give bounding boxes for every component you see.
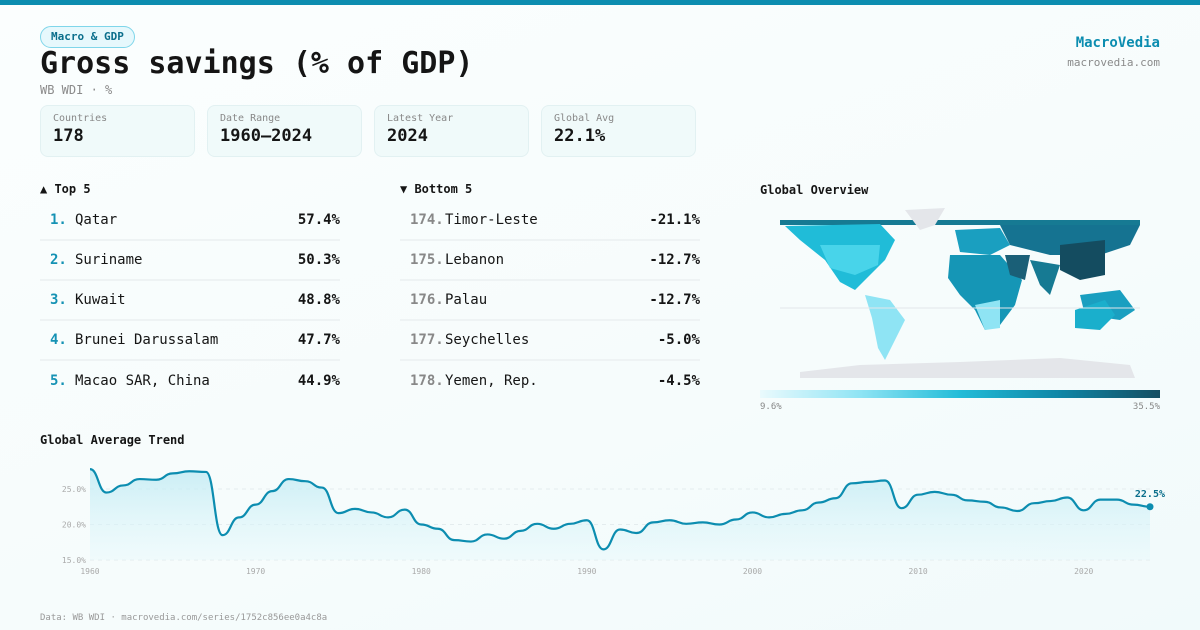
legend-max-label: 35.5%	[1132, 402, 1160, 412]
last-value-marker[interactable]	[1146, 503, 1154, 511]
y-tick-label: 15.0%	[62, 556, 86, 565]
trend-heading: Global Average Trend	[40, 433, 185, 447]
top-5-heading: ▲ Top 5	[40, 182, 91, 196]
country-name: Lebanon	[445, 252, 505, 268]
map-color-legend	[760, 390, 1160, 398]
stat-label: Global Avg	[554, 113, 615, 124]
country-value: -12.7%	[649, 292, 700, 308]
list-item[interactable]: 174. Timor-Leste -21.1%	[400, 201, 700, 241]
stat-card-countries: Countries 178	[40, 105, 195, 157]
stat-label: Date Range	[220, 113, 281, 124]
top-accent-bar	[0, 0, 1200, 5]
rank-number: 5.	[50, 373, 67, 389]
rank-number: 177.	[410, 332, 444, 348]
country-name: Yemen, Rep.	[445, 373, 538, 389]
x-tick-label: 1990	[577, 567, 596, 576]
list-item[interactable]: 3. Kuwait 48.8%	[40, 281, 340, 321]
rank-number: 178.	[410, 373, 444, 389]
map-europe[interactable]	[955, 228, 1010, 255]
page-subtitle: WB WDI · %	[40, 83, 113, 97]
country-value: 44.9%	[297, 373, 340, 389]
country-value: -12.7%	[649, 252, 700, 268]
rank-number: 176.	[410, 292, 444, 308]
country-value: -4.5%	[657, 373, 700, 389]
y-tick-label: 25.0%	[62, 485, 86, 494]
x-tick-label: 2020	[1074, 567, 1093, 576]
legend-min-label: 9.6%	[760, 402, 782, 412]
brand-url[interactable]: macrovedia.com	[1067, 56, 1160, 69]
country-name: Suriname	[75, 252, 143, 268]
brand-logo[interactable]: MacroVedia	[1075, 35, 1160, 51]
trend-line	[89, 468, 1151, 551]
stat-value: 22.1%	[554, 126, 606, 146]
x-tick-label: 1960	[80, 567, 99, 576]
country-value: -5.0%	[657, 332, 700, 348]
country-value: 47.7%	[297, 332, 340, 348]
x-tick-label: 1970	[246, 567, 265, 576]
country-name: Kuwait	[75, 292, 126, 308]
map-heading: Global Overview	[760, 183, 869, 197]
stat-card-date-range: Date Range 1960–2024	[207, 105, 362, 157]
country-value: 50.3%	[297, 252, 340, 268]
x-tick-label: 1980	[412, 567, 431, 576]
list-item[interactable]: 2. Suriname 50.3%	[40, 241, 340, 281]
country-name: Seychelles	[445, 332, 530, 348]
rank-number: 1.	[50, 212, 67, 228]
map-south-america[interactable]	[865, 295, 905, 360]
stat-label: Latest Year	[387, 113, 454, 124]
country-value: 48.8%	[297, 292, 340, 308]
global-average-trend-chart: 15.0% 20.0% 25.0% 1960 1970 1980 1990 2000 2010 2…	[62, 468, 1165, 576]
country-name: Timor-Leste	[445, 212, 538, 228]
country-name: Palau	[445, 292, 488, 308]
page-title: Gross savings (% of GDP)	[40, 46, 474, 81]
map-india[interactable]	[1030, 260, 1060, 295]
rank-number: 2.	[50, 252, 67, 268]
stat-value: 1960–2024	[220, 126, 313, 146]
list-item[interactable]: 178. Yemen, Rep. -4.5%	[400, 361, 700, 401]
country-name: Macao SAR, China	[75, 373, 210, 389]
list-item[interactable]: 4. Brunei Darussalam 47.7%	[40, 321, 340, 361]
x-tick-label: 2010	[908, 567, 927, 576]
stat-value: 2024	[387, 126, 428, 146]
list-item[interactable]: 5. Macao SAR, China 44.9%	[40, 361, 340, 401]
y-tick-label: 20.0%	[62, 521, 86, 530]
footer-source: Data: WB WDI · macrovedia.com/series/175…	[40, 613, 328, 623]
bottom-5-heading: ▼ Bottom 5	[400, 182, 473, 196]
trend-area	[90, 469, 1150, 560]
list-item[interactable]: 177. Seychelles -5.0%	[400, 321, 700, 361]
list-item[interactable]: 176. Palau -12.7%	[400, 281, 700, 321]
world-choropleth-map[interactable]	[760, 200, 1160, 385]
top-5-list: 1. Qatar 57.4% 2. Suriname 50.3% 3. Kuwait 48.8%…	[40, 201, 340, 401]
map-usa[interactable]	[820, 245, 880, 275]
rank-number: 4.	[50, 332, 67, 348]
stat-label: Countries	[53, 113, 108, 124]
rank-number: 175.	[410, 252, 444, 268]
country-value: -21.1%	[649, 212, 700, 228]
country-name: Qatar	[75, 212, 118, 228]
map-greenland	[905, 208, 945, 230]
list-item[interactable]: 175. Lebanon -12.7%	[400, 241, 700, 281]
bottom-5-list: 174. Timor-Leste -21.1% 175. Lebanon -12.7% 17…	[400, 201, 700, 401]
category-badge[interactable]: Macro & GDP	[40, 26, 135, 48]
x-tick-label: 2000	[743, 567, 762, 576]
stat-card-latest-year: Latest Year 2024	[374, 105, 529, 157]
stat-value: 178	[53, 126, 84, 146]
map-antarctica	[800, 358, 1135, 378]
last-value-label: 22.5%	[1135, 489, 1165, 500]
rank-number: 3.	[50, 292, 67, 308]
country-name: Brunei Darussalam	[75, 332, 219, 348]
map-arctic-band	[780, 220, 1140, 225]
map-china[interactable]	[1060, 240, 1105, 280]
map-africa[interactable]	[948, 255, 1022, 330]
stat-card-global-avg: Global Avg 22.1%	[541, 105, 696, 157]
country-value: 57.4%	[297, 212, 340, 228]
rank-number: 174.	[410, 212, 444, 228]
map-middle-east[interactable]	[1005, 255, 1030, 280]
list-item[interactable]: 1. Qatar 57.4%	[40, 201, 340, 241]
